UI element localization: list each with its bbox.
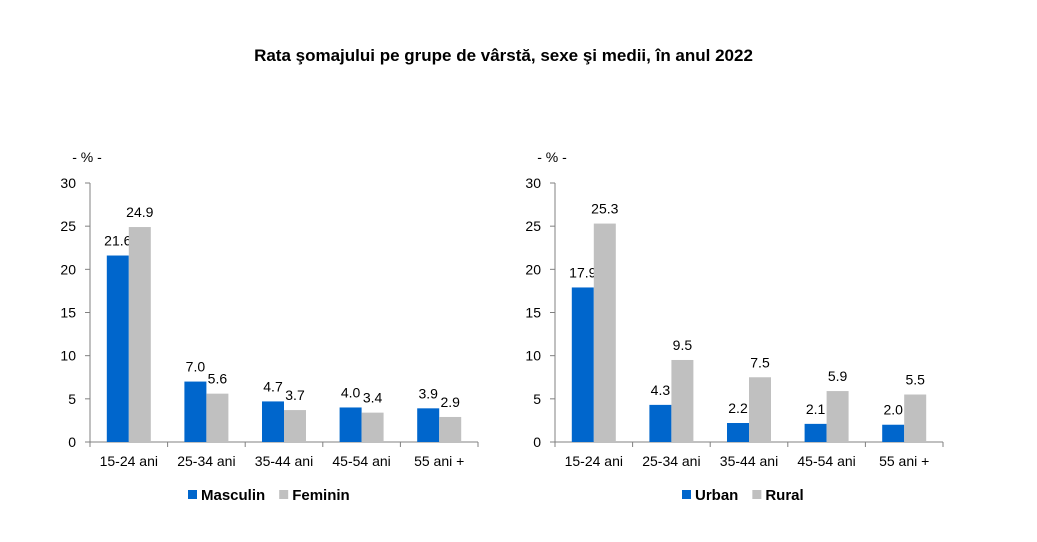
left-legend-swatch-masculin [188, 490, 197, 499]
left-legend-label-masculin: Masculin [201, 487, 265, 504]
right-data-label: 9.5 [673, 337, 693, 353]
left-y-tick-label: 10 [60, 348, 76, 364]
right-y-tick-label: 20 [525, 261, 541, 277]
right-y-tick-label: 10 [525, 348, 541, 364]
right-bar-urban [649, 404, 672, 442]
left-legend-swatch-feminin [279, 490, 289, 499]
right-bar-rural [593, 223, 616, 442]
left-y-tick-label: 30 [60, 175, 76, 191]
left-data-label: 2.9 [440, 394, 460, 410]
left-data-label: 5.6 [208, 371, 228, 387]
right-data-label: 7.5 [750, 354, 770, 370]
right-data-label: 4.3 [651, 382, 671, 398]
right-y-tick-label: 30 [525, 175, 541, 191]
left-data-label: 21.6 [104, 233, 131, 249]
left-category-label: 25-34 ani [177, 453, 235, 469]
left-data-label: 4.0 [341, 384, 361, 400]
left-category-label: 15-24 ani [100, 453, 158, 469]
right-data-label: 2.1 [806, 401, 826, 417]
left-y-tick-label: 5 [68, 391, 76, 407]
left-category-label: 35-44 ani [255, 453, 313, 469]
left-bar-feminin [439, 416, 462, 442]
left-data-label: 7.0 [186, 359, 206, 375]
right-data-label: 2.2 [728, 400, 748, 416]
right-category-label: 35-44 ani [720, 453, 778, 469]
left-bar-masculin [184, 381, 207, 442]
left-bar-masculin [106, 255, 129, 442]
right-data-label: 25.3 [591, 201, 618, 217]
left-data-label: 3.7 [285, 387, 305, 403]
left-y-tick-label: 15 [60, 305, 76, 321]
right-y-tick-label: 15 [525, 305, 541, 321]
left-data-label: 3.4 [363, 390, 383, 406]
right-y-tick-label: 0 [533, 434, 541, 450]
left-category-label: 55 ani + [414, 453, 464, 469]
right-bar-rural [904, 394, 927, 442]
right-bar-rural [826, 391, 849, 442]
right-legend-label-rural: Rural [765, 487, 803, 504]
right-bar-rural [749, 377, 771, 442]
left-data-label: 4.7 [263, 378, 283, 394]
left-legend-label-feminin: Feminin [292, 487, 350, 504]
right-bar-urban [571, 287, 594, 442]
right-category-label: 15-24 ani [565, 453, 623, 469]
right-legend-swatch-urban [682, 490, 691, 499]
left-y-tick-label: 0 [68, 434, 76, 450]
left-bar-masculin [339, 407, 362, 442]
left-data-label: 3.9 [418, 385, 438, 401]
right-legend-swatch-rural [752, 490, 762, 499]
right-y-tick-label: 25 [525, 218, 541, 234]
left-bar-masculin [262, 401, 284, 442]
left-bar-feminin [206, 393, 229, 442]
right-bar-urban [804, 423, 827, 442]
right-data-label: 17.9 [569, 264, 596, 280]
left-bar-masculin [417, 408, 440, 442]
right-category-label: 25-34 ani [642, 453, 700, 469]
right-bar-rural [671, 359, 694, 442]
left-category-label: 45-54 ani [332, 453, 390, 469]
left-unit-label: - % - [72, 149, 102, 165]
right-bar-urban [727, 423, 749, 442]
right-data-label: 5.5 [905, 372, 925, 388]
right-legend-label-urban: Urban [695, 487, 738, 504]
right-y-tick-label: 5 [533, 391, 541, 407]
left-data-label: 24.9 [126, 204, 153, 220]
right-unit-label: - % - [537, 149, 567, 165]
right-category-label: 45-54 ani [797, 453, 855, 469]
chart-title: Rata şomajului pe grupe de vârstă, sexe … [254, 46, 753, 65]
right-category-label: 55 ani + [879, 453, 929, 469]
left-bar-feminin [284, 410, 306, 442]
right-bar-urban [882, 424, 905, 442]
right-data-label: 2.0 [883, 402, 903, 418]
left-y-tick-label: 20 [60, 261, 76, 277]
left-bar-feminin [361, 412, 384, 442]
right-data-label: 5.9 [828, 368, 848, 384]
left-y-tick-label: 25 [60, 218, 76, 234]
left-bar-feminin [128, 227, 151, 442]
